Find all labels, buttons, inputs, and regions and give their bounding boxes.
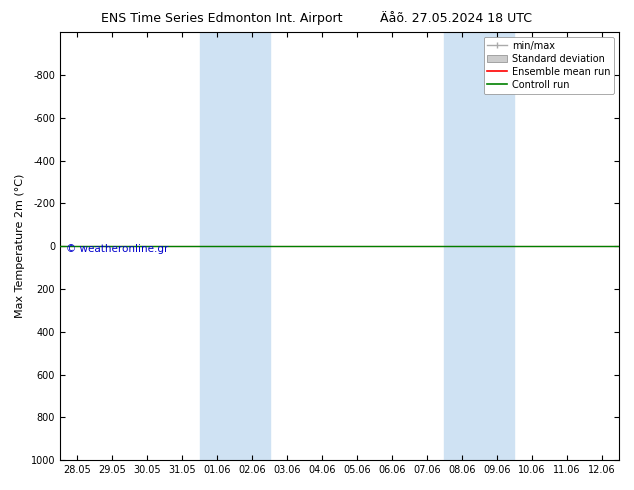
Text: © weatheronline.gr: © weatheronline.gr: [65, 244, 168, 254]
Legend: min/max, Standard deviation, Ensemble mean run, Controll run: min/max, Standard deviation, Ensemble me…: [484, 37, 614, 94]
Y-axis label: Max Temperature 2m (°C): Max Temperature 2m (°C): [15, 174, 25, 318]
Bar: [444, 32, 514, 460]
Bar: [200, 32, 269, 460]
Text: ENS Time Series Edmonton Int. Airport: ENS Time Series Edmonton Int. Airport: [101, 12, 342, 25]
Text: Äåõ. 27.05.2024 18 UTC: Äåõ. 27.05.2024 18 UTC: [380, 12, 533, 25]
